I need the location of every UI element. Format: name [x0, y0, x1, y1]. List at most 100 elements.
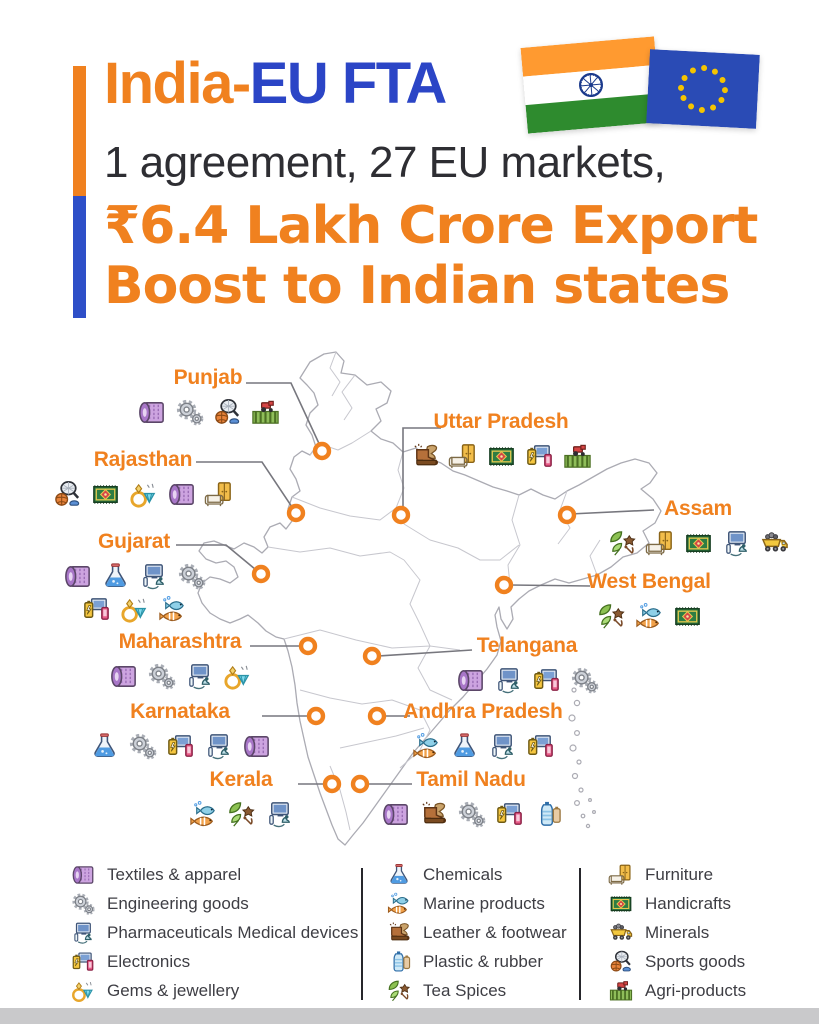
gems-icon [70, 978, 96, 1004]
state-rajasthan: Rajasthan [48, 448, 238, 510]
sports-icon [212, 397, 243, 428]
pharma-icon [721, 528, 752, 559]
agri-icon [608, 978, 634, 1004]
connector-telangana [377, 649, 473, 657]
legend-item: Agri-products [608, 976, 788, 1005]
state-uttar-pradesh: Uttar Pradesh [408, 410, 594, 472]
leather-icon [418, 799, 449, 830]
engineering-icon [146, 661, 177, 692]
state-label: Rajasthan [93, 448, 193, 471]
legend-item: Chemicals [386, 860, 566, 889]
legend-label: Chemicals [423, 864, 503, 884]
legend-item: Handicrafts [608, 889, 788, 918]
engineering-icon [456, 799, 487, 830]
state-dot-andhra-pradesh [367, 706, 387, 726]
legend-label: Marine products [423, 893, 545, 913]
legend-label: Electronics [107, 951, 191, 971]
legend-divider [579, 868, 581, 1000]
furniture-icon [608, 862, 634, 888]
state-west-bengal: West Bengal [556, 570, 742, 632]
state-dots [251, 441, 577, 794]
engineering-icon [127, 731, 158, 762]
electronics-icon [70, 949, 96, 975]
state-product-icons [380, 799, 563, 830]
state-tamil-nadu: Tamil Nadu [378, 768, 564, 830]
legend-item: Furniture [608, 860, 788, 889]
state-product-icons [455, 665, 600, 696]
sports-icon [52, 479, 83, 510]
legend-item: Marine products [386, 889, 566, 918]
electronics-icon [525, 731, 556, 762]
state-label: Andhra Pradesh [403, 700, 563, 723]
accent-bar [73, 66, 86, 318]
legend-item: Engineering goods [70, 889, 350, 918]
engineering-icon [569, 665, 600, 696]
electronics-icon [524, 441, 555, 472]
connector-gujarat [176, 544, 262, 575]
page-title: India-EU FTA [104, 50, 448, 117]
furniture-icon [204, 479, 235, 510]
state-product-icons [136, 397, 281, 428]
state-product-icons [52, 479, 235, 510]
state-dot-west-bengal [494, 575, 514, 595]
handicrafts-icon [90, 479, 121, 510]
electronics-icon [494, 799, 525, 830]
state-dot-telangana [362, 646, 382, 666]
textiles-icon [70, 862, 96, 888]
headline-line1: ₹6.4 Lakh Crore Export [104, 196, 758, 256]
subtitle: 1 agreement, 27 EU markets, [104, 138, 666, 187]
marine-icon [157, 594, 188, 625]
state-label: Gujarat [97, 530, 171, 553]
furniture-icon [448, 441, 479, 472]
marine-icon [634, 601, 665, 632]
legend-label: Textiles & apparel [107, 864, 242, 884]
tea-spices-icon [607, 528, 638, 559]
state-karnataka: Karnataka [84, 700, 276, 762]
chemicals-icon [89, 731, 120, 762]
state-gujarat: Gujarat [46, 530, 222, 625]
minerals-icon [759, 528, 790, 559]
state-product-icons [607, 528, 790, 559]
legend-item: Leather & footwear [386, 918, 567, 947]
gems-icon [119, 594, 150, 625]
state-product-icons [188, 799, 295, 830]
footer-bar [0, 1008, 819, 1024]
legend-item: Electronics [70, 947, 350, 976]
connector-punjab [246, 382, 323, 451]
state-label: Telangana [476, 634, 578, 657]
pharma-icon [203, 731, 234, 762]
andaman-islands [568, 687, 596, 829]
furniture-icon [645, 528, 676, 559]
connector-assam [569, 509, 655, 515]
state-dot-uttar-pradesh [391, 505, 411, 525]
textiles-icon [380, 799, 411, 830]
state-label: Punjab [173, 366, 243, 389]
plastic-icon [532, 799, 563, 830]
legend-label: Engineering goods [107, 893, 249, 913]
legend-column-1: Textiles & apparel Engineering goods Pha… [70, 860, 358, 1005]
title-eu-fta: EU FTA [249, 51, 448, 116]
pharma-icon [184, 661, 215, 692]
pharma-icon [487, 731, 518, 762]
legend-item: Sports goods [608, 947, 788, 976]
gems-icon [222, 661, 253, 692]
state-connector-lines [176, 382, 655, 785]
marine-icon [386, 891, 412, 917]
sports-icon [608, 949, 634, 975]
accent-bar-orange [73, 66, 86, 196]
connector-uttar-pradesh [402, 427, 441, 511]
state-product-icons [108, 661, 253, 692]
legend-label: Handicrafts [645, 893, 731, 913]
state-dot-tamil-nadu [350, 774, 370, 794]
state-punjab: Punjab [120, 366, 296, 428]
handicrafts-icon [608, 891, 634, 917]
headline-line2: Boost to Indian states [104, 256, 730, 316]
state-maharashtra: Maharashtra [84, 630, 276, 692]
state-andhra-pradesh: Andhra Pradesh [390, 700, 576, 762]
state-product-icons [81, 594, 188, 625]
marine-icon [188, 799, 219, 830]
tea-spices-icon [596, 601, 627, 632]
handicrafts-icon [672, 601, 703, 632]
state-kerala: Kerala [156, 768, 326, 830]
state-label: Assam [664, 497, 732, 520]
